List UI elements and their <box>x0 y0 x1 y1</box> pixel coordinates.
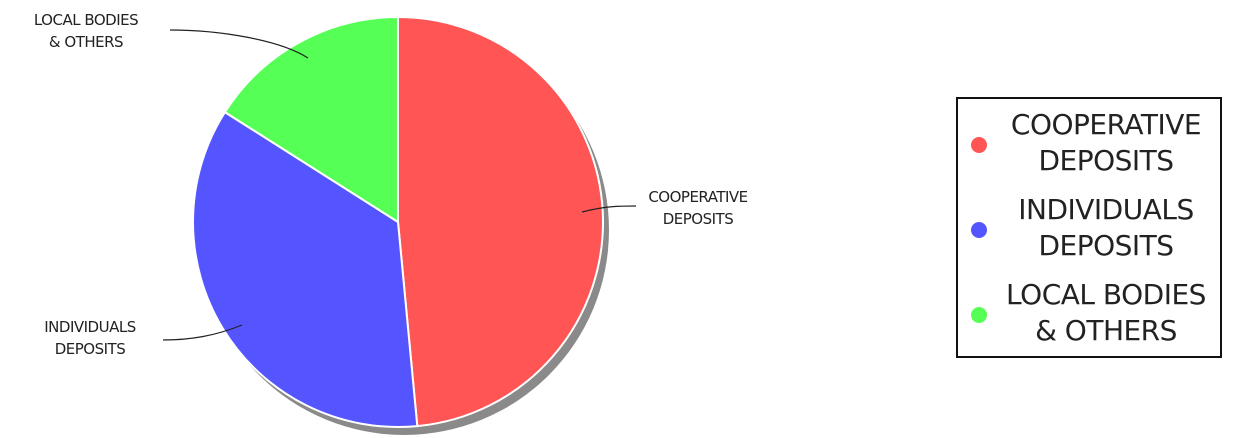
slice-label-local-bodies-others-line-2: & OTHERS <box>49 33 123 51</box>
pie-slice-cooperative-deposits <box>397 15 604 428</box>
leader-line-individuals-deposits <box>162 324 243 341</box>
slice-label-local-bodies-others-line-1: LOCAL BODIES <box>34 11 138 29</box>
leader-line-local-bodies-others <box>169 29 309 59</box>
pie-slice-local-bodies-others <box>223 15 399 224</box>
legend: COOPERATIVE DEPOSITS INDIVIDUALS DEPOSIT… <box>956 97 1222 358</box>
slice-label-cooperative-deposits-line-2: DEPOSITS <box>663 210 734 228</box>
legend-swatch-cooperative-deposits <box>971 137 987 153</box>
pie-slice-individuals-deposits <box>192 110 419 428</box>
legend-swatch-individuals-deposits <box>971 222 987 238</box>
pie-slice-labels: COOPERATIVE DEPOSITS INDIVIDUALS DEPOSITS LO… <box>34 11 748 358</box>
slice-label-cooperative-deposits-line-1: COOPERATIVE <box>648 188 747 206</box>
leader-line-cooperative-deposits <box>581 205 637 213</box>
legend-label-local-bodies-others: LOCAL BODIES & OTHERS <box>1006 278 1206 347</box>
legend-label-cooperative-deposits: COOPERATIVE DEPOSITS <box>1010 108 1202 177</box>
legend-label-individuals-deposits: INDIVIDUALS DEPOSITS <box>1018 193 1194 262</box>
pie-slices <box>192 15 604 428</box>
slice-label-individuals-deposits-line-1: INDIVIDUALS <box>44 318 135 336</box>
slice-label-individuals-deposits-line-2: DEPOSITS <box>55 340 126 358</box>
legend-swatch-local-bodies-others <box>971 307 987 323</box>
